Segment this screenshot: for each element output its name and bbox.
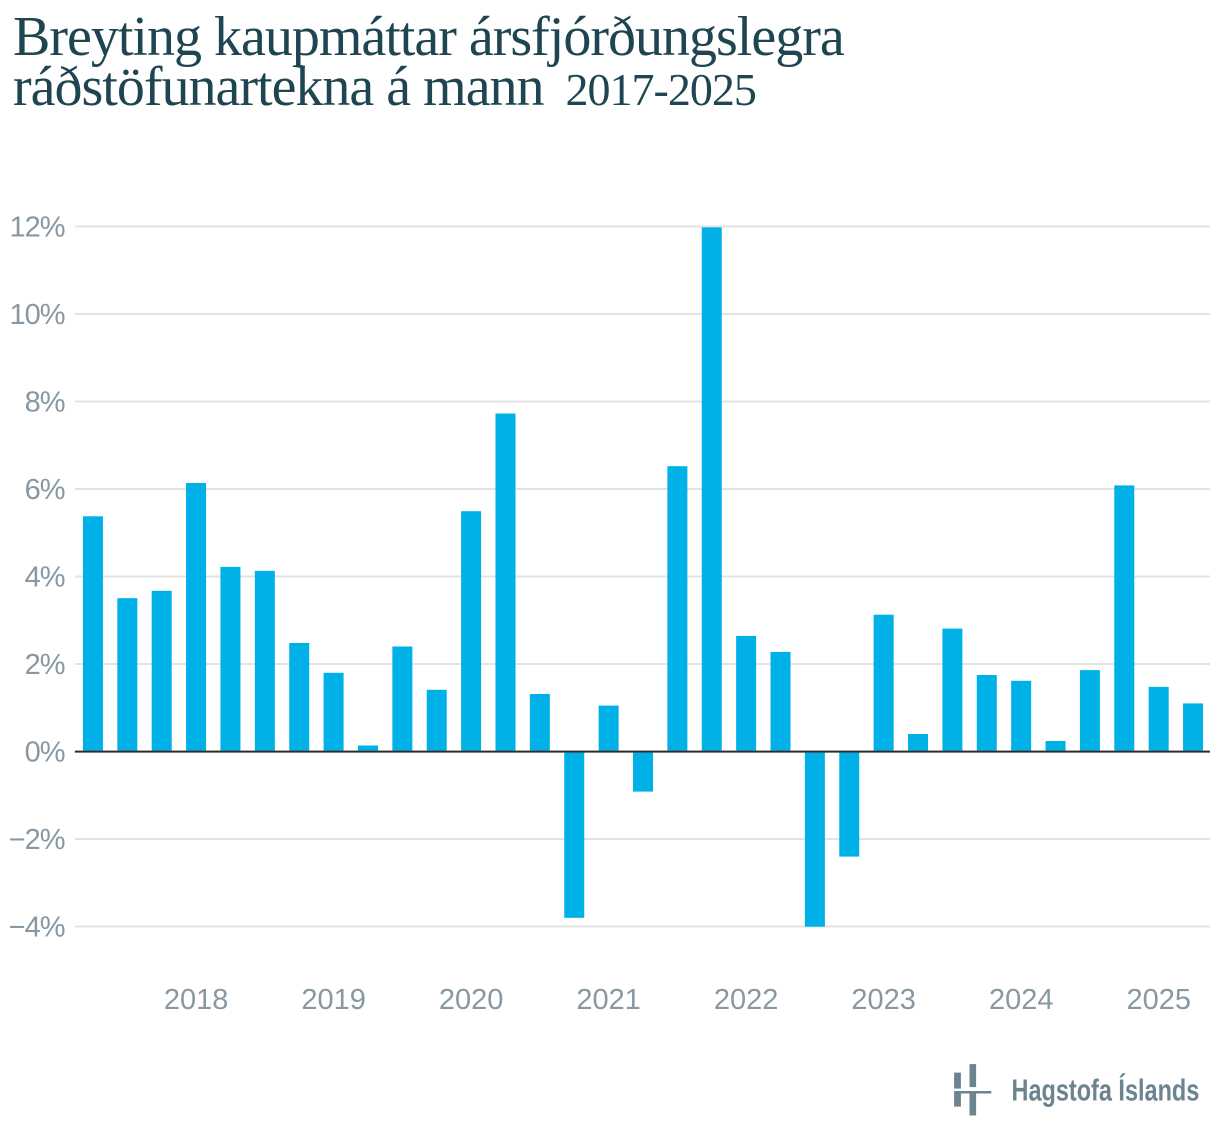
svg-text:8%: 8% [25,387,65,419]
svg-text:2019: 2019 [301,984,366,1016]
svg-text:4%: 4% [25,562,65,594]
svg-text:2023: 2023 [851,984,916,1016]
svg-text:Hagstofa Íslands: Hagstofa Íslands [1012,1073,1200,1108]
svg-text:2%: 2% [25,649,65,681]
svg-text:0%: 0% [25,737,65,769]
svg-text:2018: 2018 [164,984,229,1016]
svg-text:−4%: −4% [9,912,65,944]
svg-text:2021: 2021 [576,984,641,1016]
svg-text:2024: 2024 [989,984,1054,1016]
svg-text:12%: 12% [9,212,64,244]
svg-text:−2%: −2% [9,824,65,856]
svg-text:2020: 2020 [439,984,504,1016]
svg-text:2025: 2025 [1126,984,1191,1016]
svg-text:2022: 2022 [714,984,779,1016]
svg-text:10%: 10% [9,299,64,331]
svg-text:6%: 6% [25,474,65,506]
